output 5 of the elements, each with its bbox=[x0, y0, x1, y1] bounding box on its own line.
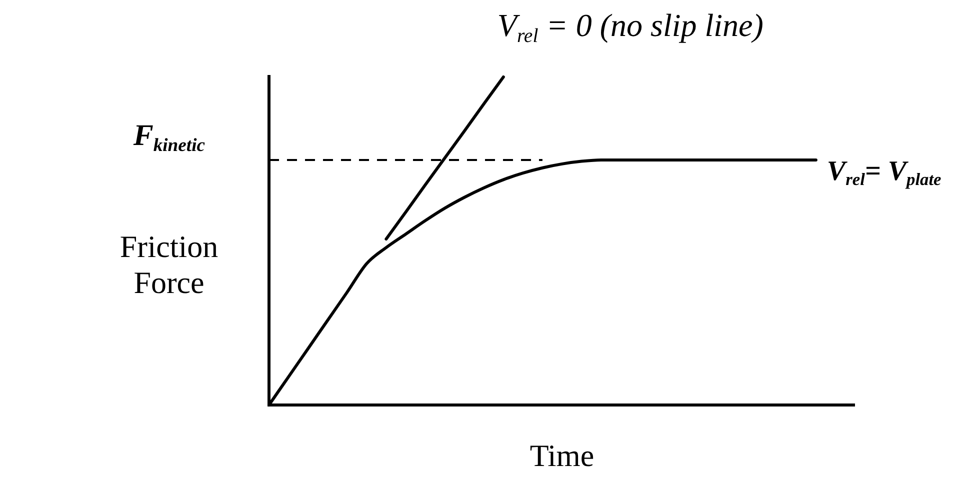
series-label: V$_{rel}$ = 0 (no slip line) bbox=[497, 7, 764, 47]
text: F$_{kinetic}$ bbox=[132, 118, 205, 156]
x-axis-title: Time bbox=[530, 438, 594, 473]
y-axis-title: Friction Force bbox=[120, 229, 219, 300]
series-label: V$_{rel}$= V$_{plate}$ bbox=[826, 156, 942, 190]
